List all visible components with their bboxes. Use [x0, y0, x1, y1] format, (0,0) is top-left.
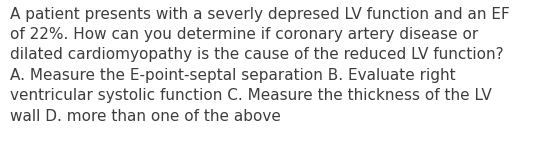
Text: A patient presents with a severly depresed LV function and an EF
of 22%. How can: A patient presents with a severly depres…: [10, 7, 510, 124]
